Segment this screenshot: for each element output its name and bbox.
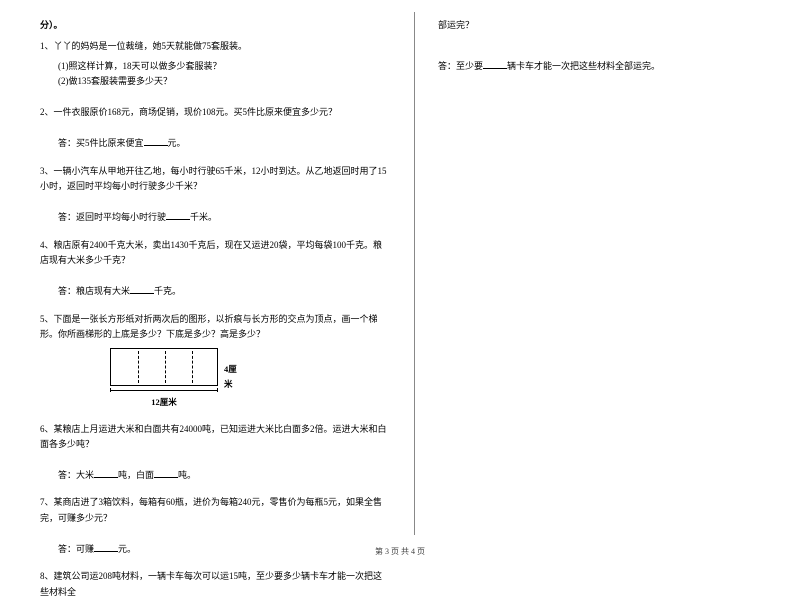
question-3: 3、一辆小汽车从甲地开往乙地，每小时行驶65千米，12小时到达。从乙地返回时用了… <box>40 164 388 226</box>
page-footer: 第 3 页 共 4 页 <box>0 545 800 559</box>
q2-answer: 答：买5件比原来便宜 元。 <box>40 136 388 151</box>
question-8: 8、建筑公司运208吨材料，一辆卡车每次可以运15吨，至少要多少辆卡车才能一次把… <box>40 569 388 600</box>
q4-blank <box>130 284 154 294</box>
q4-ans-prefix: 答：粮店现有大米 <box>58 286 130 296</box>
width-bracket <box>110 388 218 394</box>
q1-stem: 1、丫丫的妈妈是一位裁缝，她5天就能做75套服装。 <box>40 39 388 54</box>
q7-stem: 7、某商店进了3箱饮料，每箱有60瓶，进价为每箱240元，零售价为每瓶5元，如果… <box>40 495 388 526</box>
q8-blank <box>483 59 507 69</box>
q5-rectangle <box>110 348 218 386</box>
question-6: 6、某粮店上月运进大米和白面共有24000吨，已知运进大米比白面多2倍。运进大米… <box>40 422 388 484</box>
q2-ans-prefix: 答：买5件比原来便宜 <box>58 138 144 148</box>
q2-blank <box>144 136 168 146</box>
q6-blank-2 <box>154 468 178 478</box>
q5-diagram: 4厘米 12厘米 <box>110 348 240 409</box>
q4-answer: 答：粮店现有大米 千克。 <box>40 284 388 299</box>
q8-answer: 答：至少要 辆卡车才能一次把这些材料全部运完。 <box>438 59 772 74</box>
q4-stem: 4、粮店原有2400千克大米，卖出1430千克后，现在又运进20袋，平均每袋10… <box>40 238 388 269</box>
left-column: 分）。 1、丫丫的妈妈是一位裁缝，她5天就能做75套服装。 (1)照这样计算，1… <box>0 0 416 565</box>
question-2: 2、一件衣服原价168元，商场促销，现价108元。买5件比原来便宜多少元？ 答：… <box>40 105 388 152</box>
fold-line-2 <box>165 351 166 383</box>
width-label: 12厘米 <box>110 395 218 409</box>
q3-answer: 答：返回时平均每小时行驶 千米。 <box>40 210 388 225</box>
column-divider <box>414 12 415 535</box>
section-heading: 分）。 <box>40 18 388 33</box>
q6-stem: 6、某粮店上月运进大米和白面共有24000吨，已知运进大米比白面多2倍。运进大米… <box>40 422 388 453</box>
q6-ans-suffix: 吨。 <box>178 470 196 480</box>
q8-ans-suffix: 辆卡车才能一次把这些材料全部运完。 <box>507 61 660 71</box>
q6-ans-mid: 吨，白面 <box>118 470 154 480</box>
q8-stem: 8、建筑公司运208吨材料，一辆卡车每次可以运15吨，至少要多少辆卡车才能一次把… <box>40 569 388 600</box>
fold-line-3 <box>192 351 193 383</box>
q2-stem: 2、一件衣服原价168元，商场促销，现价108元。买5件比原来便宜多少元？ <box>40 105 388 120</box>
height-label: 4厘米 <box>224 362 240 391</box>
q3-ans-prefix: 答：返回时平均每小时行驶 <box>58 212 166 222</box>
question-1: 1、丫丫的妈妈是一位裁缝，她5天就能做75套服装。 (1)照这样计算，18天可以… <box>40 39 388 89</box>
q6-ans-prefix: 答：大米 <box>58 470 94 480</box>
q8-continuation: 部运完？ <box>438 18 772 33</box>
right-column: 部运完？ 答：至少要 辆卡车才能一次把这些材料全部运完。 <box>416 0 800 565</box>
q4-ans-suffix: 千克。 <box>154 286 181 296</box>
question-4: 4、粮店原有2400千克大米，卖出1430千克后，现在又运进20袋，平均每袋10… <box>40 238 388 300</box>
q3-blank <box>166 210 190 220</box>
q8-ans-prefix: 答：至少要 <box>438 61 483 71</box>
question-5: 5、下面是一张长方形纸对折两次后的图形，以折痕与长方形的交点为顶点，画一个梯形。… <box>40 312 388 410</box>
q1-sub1: (1)照这样计算，18天可以做多少套服装？ <box>40 59 388 74</box>
q6-blank-1 <box>94 468 118 478</box>
q3-stem: 3、一辆小汽车从甲地开往乙地，每小时行驶65千米，12小时到达。从乙地返回时用了… <box>40 164 388 195</box>
fold-line-1 <box>138 351 139 383</box>
q1-sub2: (2)做135套服装需要多少天？ <box>40 74 388 89</box>
q3-ans-suffix: 千米。 <box>190 212 217 222</box>
q5-stem: 5、下面是一张长方形纸对折两次后的图形，以折痕与长方形的交点为顶点，画一个梯形。… <box>40 312 388 343</box>
q2-ans-suffix: 元。 <box>168 138 186 148</box>
q6-answer: 答：大米 吨，白面 吨。 <box>40 468 388 483</box>
